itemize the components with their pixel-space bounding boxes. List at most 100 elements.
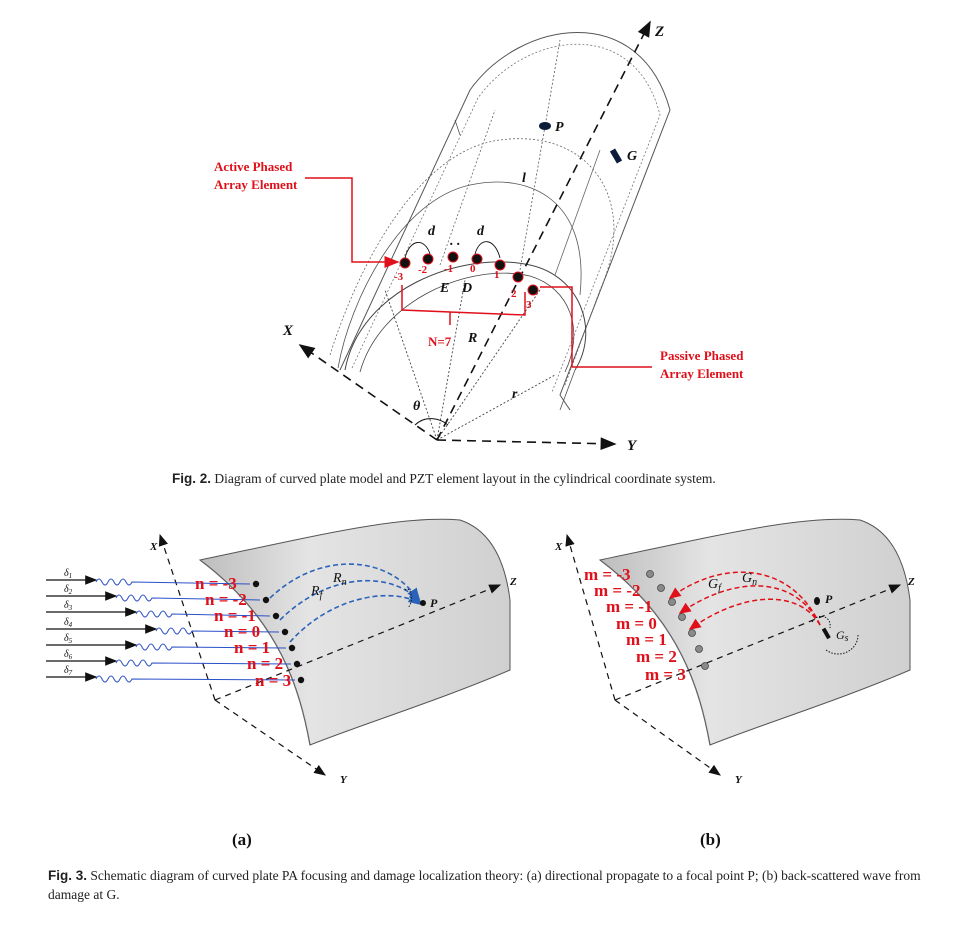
fig3b-element-label: m = -3 bbox=[584, 565, 631, 584]
fig3a-element bbox=[297, 676, 305, 684]
fig3b-point-p bbox=[814, 597, 820, 605]
fig2-dots: . . bbox=[450, 234, 461, 249]
fig3a-panel-label: (a) bbox=[232, 830, 252, 849]
fig3a-element-label: n = 3 bbox=[255, 671, 291, 690]
fig3a-element-label: n = -3 bbox=[195, 574, 237, 593]
fig3-caption-label: Fig. 3. bbox=[48, 868, 88, 883]
fig3b-element-label: m = 1 bbox=[626, 630, 667, 649]
fig2-caption-label: Fig. 2. bbox=[172, 471, 212, 486]
fig2-x-axis bbox=[298, 344, 438, 441]
fig2-r-label: r bbox=[512, 387, 518, 402]
fig2-rim-left bbox=[454, 119, 461, 136]
fig3a-delay-label: δ3 bbox=[64, 600, 73, 612]
fig2-d-label: d bbox=[428, 224, 436, 239]
fig2-l-label: l bbox=[522, 171, 526, 186]
fig2-shell-front bbox=[337, 181, 582, 369]
fig3a-element bbox=[281, 628, 289, 636]
fig2-theta-arc bbox=[414, 418, 449, 426]
fig2-shell-outer bbox=[339, 32, 671, 411]
fig2-active-connector bbox=[305, 177, 400, 268]
fig2-shell-outer-inner bbox=[351, 43, 661, 393]
fig3a-delay-label: δ5 bbox=[64, 633, 73, 645]
fig2-idx: -1 bbox=[444, 263, 453, 275]
fig3a-focal-point bbox=[420, 600, 426, 606]
fig3a-delay-label: δ6 bbox=[64, 649, 73, 661]
fig3b-x-label: X bbox=[554, 541, 563, 553]
fig2-p-label: P bbox=[555, 120, 564, 135]
fig2-l-line bbox=[519, 39, 561, 271]
fig3a-element-label: n = -1 bbox=[214, 606, 256, 625]
fig2-element bbox=[471, 253, 483, 265]
fig2-shell-mid bbox=[329, 138, 615, 386]
fig3a-z-axis bbox=[214, 584, 502, 701]
fig2-idx: 2 bbox=[511, 288, 517, 300]
fig3b-element bbox=[678, 613, 686, 621]
fig2-point-p bbox=[539, 122, 551, 130]
fig3b-z-label: Z bbox=[907, 576, 915, 588]
fig2-passive-line1: Passive Phased bbox=[660, 348, 744, 363]
fig3b-element-label: m = -1 bbox=[606, 597, 653, 616]
fig3b-ray-gn bbox=[668, 571, 821, 626]
fig2-d-label: d bbox=[477, 224, 485, 239]
fig3b-p-label: P bbox=[825, 592, 833, 606]
fig3b-element bbox=[695, 645, 703, 653]
fig3a-diagram: X Y Z Rn Rf P δ1 δ2 δ3 bbox=[46, 518, 517, 849]
fig2-e-label: E bbox=[439, 281, 449, 296]
fig3b-element bbox=[646, 570, 654, 578]
fig3b-y-label: Y bbox=[735, 774, 743, 786]
fig2-idx: 3 bbox=[526, 299, 532, 311]
fig2-radius-R bbox=[436, 279, 466, 441]
fig2-active-line2: Array Element bbox=[214, 177, 298, 192]
fig3a-focal-wave bbox=[404, 588, 412, 609]
fig3a-delay-labels: δ1 δ2 δ3 δ4 δ5 δ6 δ7 bbox=[64, 568, 73, 677]
fig2-front-arc-outer bbox=[344, 261, 587, 371]
fig2-z-label: Z bbox=[654, 24, 664, 40]
fig3a-rn: Rn bbox=[332, 571, 347, 588]
fig2-radius-left bbox=[384, 289, 438, 441]
fig3b-element bbox=[668, 598, 676, 606]
fig3-caption-text: Schematic diagram of curved plate PA foc… bbox=[48, 868, 921, 902]
fig2-active-line1: Active Phased bbox=[214, 159, 293, 174]
fig2-element bbox=[527, 284, 539, 296]
fig2-passive-line2: Array Element bbox=[660, 366, 744, 381]
fig2-element bbox=[512, 271, 524, 283]
fig3a-x-axis bbox=[158, 533, 216, 701]
fig3a-z-label: Z bbox=[509, 576, 517, 588]
fig2-gen-1 bbox=[439, 109, 496, 266]
fig2-d-arc bbox=[404, 242, 431, 259]
fig2-damage-g bbox=[609, 148, 623, 164]
fig3a-x-label: X bbox=[149, 541, 158, 553]
fig2-passive-connector bbox=[540, 286, 652, 368]
fig3a-wave bbox=[155, 627, 280, 635]
fig3a-ray-rn bbox=[269, 563, 419, 602]
fig3a-rf: Rf bbox=[310, 584, 324, 601]
fig3a-element-label: n = -2 bbox=[205, 590, 247, 609]
fig3b-diagram: X Y Z Gn Gf P Gs m = -3 m = -2 m = -1 m … bbox=[554, 518, 915, 849]
fig3b-damage bbox=[821, 627, 831, 640]
fig3b-ray-3 bbox=[688, 598, 821, 630]
fig2-element bbox=[447, 251, 459, 263]
fig2-z-axis bbox=[436, 20, 651, 441]
fig3a-wave bbox=[95, 578, 251, 586]
fig3b-gf: Gf bbox=[708, 577, 722, 594]
fig2-d2-label: D bbox=[461, 281, 472, 296]
fig2-gen-2 bbox=[554, 149, 601, 276]
fig3a-wave bbox=[135, 610, 271, 618]
fig2-idx: 1 bbox=[494, 269, 500, 281]
fig3b-z-axis bbox=[614, 584, 902, 701]
fig3a-wave bbox=[95, 675, 296, 683]
fig3a-element-label: n = 2 bbox=[247, 654, 283, 673]
fig2-brace bbox=[401, 285, 526, 325]
fig3a-element-label: n = 1 bbox=[234, 638, 270, 657]
fig3b-gn: Gn bbox=[742, 571, 757, 588]
fig3b-element-label: m = 2 bbox=[636, 647, 677, 666]
fig3a-delay-label: δ7 bbox=[64, 665, 73, 677]
fig3a-plate-edge bbox=[199, 559, 311, 746]
fig3a-wave bbox=[115, 659, 292, 667]
fig3a-element bbox=[262, 596, 270, 604]
fig3b-plate-edge bbox=[599, 559, 711, 746]
fig3b-scatter-wave bbox=[811, 615, 859, 655]
fig3a-wave-signals bbox=[95, 578, 296, 683]
fig2-y-label: Y bbox=[627, 438, 638, 454]
fig2-radius-r2 bbox=[436, 374, 556, 441]
